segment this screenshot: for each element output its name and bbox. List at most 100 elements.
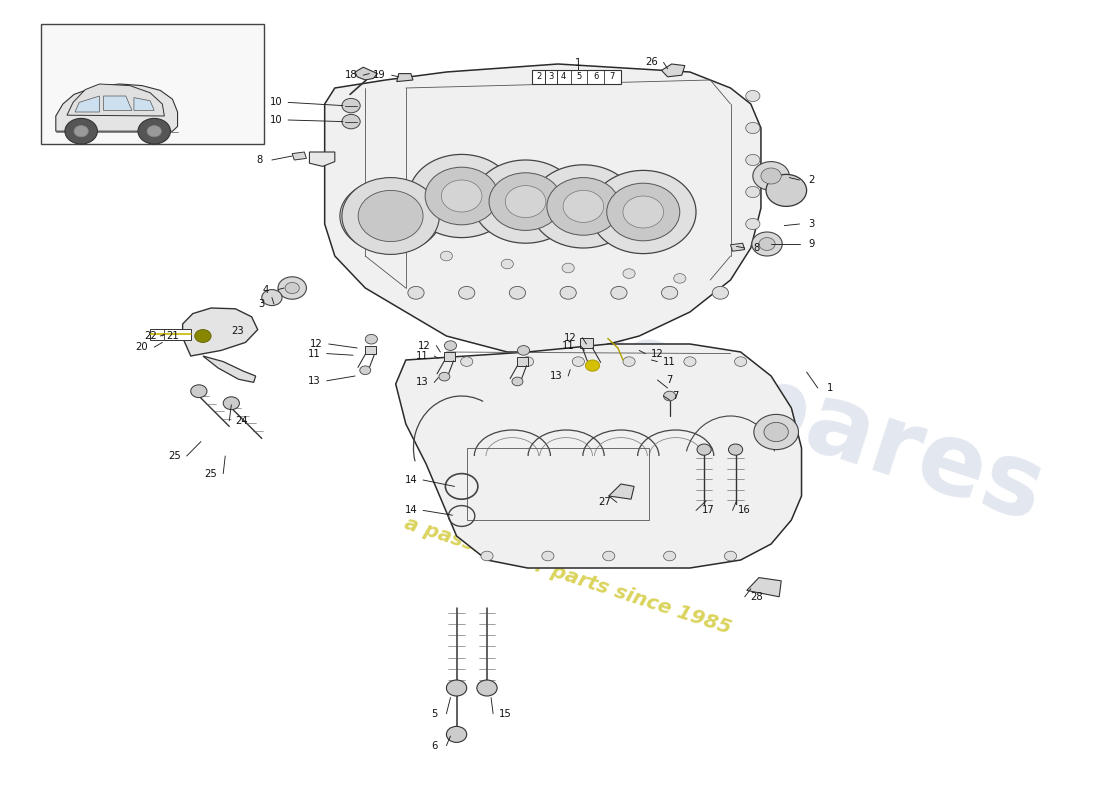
Text: 2: 2 — [808, 175, 815, 185]
Polygon shape — [202, 356, 255, 382]
Circle shape — [547, 178, 620, 235]
Text: 12: 12 — [418, 341, 430, 350]
Text: 11: 11 — [562, 341, 574, 350]
Polygon shape — [730, 243, 745, 251]
Text: 7: 7 — [609, 72, 615, 82]
Polygon shape — [134, 98, 154, 110]
Circle shape — [673, 274, 686, 283]
Text: 23: 23 — [231, 326, 244, 336]
Text: 3: 3 — [258, 299, 265, 309]
Text: 16: 16 — [738, 506, 751, 515]
Circle shape — [481, 551, 493, 561]
Text: 19: 19 — [373, 70, 386, 80]
Text: 24: 24 — [235, 416, 248, 426]
Circle shape — [444, 341, 456, 350]
Ellipse shape — [340, 179, 441, 253]
Circle shape — [712, 286, 728, 299]
Polygon shape — [444, 352, 455, 361]
Circle shape — [591, 170, 696, 254]
Text: 13: 13 — [550, 371, 562, 381]
Circle shape — [530, 165, 636, 248]
Text: 27: 27 — [598, 498, 612, 507]
Text: 17: 17 — [702, 506, 715, 515]
Polygon shape — [517, 357, 528, 366]
Circle shape — [512, 377, 522, 386]
Circle shape — [509, 286, 526, 299]
Text: 26: 26 — [645, 58, 658, 67]
Polygon shape — [56, 84, 177, 131]
Text: 3: 3 — [548, 72, 553, 82]
Circle shape — [195, 330, 211, 342]
Polygon shape — [355, 67, 377, 80]
Circle shape — [663, 391, 675, 401]
Polygon shape — [747, 578, 781, 597]
Polygon shape — [661, 64, 685, 77]
Polygon shape — [183, 308, 257, 356]
Text: 18: 18 — [344, 70, 358, 80]
Circle shape — [563, 190, 604, 222]
Circle shape — [623, 357, 635, 366]
Text: 12: 12 — [310, 339, 323, 349]
Text: a passion for parts since 1985: a passion for parts since 1985 — [403, 514, 734, 638]
Text: 25: 25 — [168, 451, 180, 461]
Circle shape — [408, 286, 425, 299]
Bar — [531, 70, 620, 84]
Circle shape — [440, 251, 452, 261]
Circle shape — [661, 286, 678, 299]
Circle shape — [746, 186, 760, 198]
Circle shape — [65, 118, 98, 144]
Polygon shape — [103, 96, 132, 110]
Bar — [466, 448, 649, 520]
Circle shape — [746, 90, 760, 102]
Text: 28: 28 — [750, 592, 763, 602]
Circle shape — [728, 444, 743, 455]
Polygon shape — [309, 152, 334, 166]
Circle shape — [505, 186, 546, 218]
Circle shape — [342, 178, 439, 254]
Text: 5: 5 — [576, 72, 582, 82]
Text: eurospares: eurospares — [425, 256, 1056, 544]
Circle shape — [359, 190, 424, 242]
Polygon shape — [67, 84, 164, 116]
Text: 14: 14 — [405, 506, 417, 515]
Circle shape — [285, 282, 299, 294]
Circle shape — [585, 360, 600, 371]
Circle shape — [754, 414, 799, 450]
Text: 7: 7 — [667, 375, 673, 385]
Circle shape — [521, 357, 534, 366]
Circle shape — [607, 183, 680, 241]
Polygon shape — [396, 344, 802, 568]
Circle shape — [223, 397, 240, 410]
Text: 10: 10 — [270, 98, 283, 107]
Circle shape — [761, 168, 781, 184]
Text: 4: 4 — [561, 72, 565, 82]
Circle shape — [342, 98, 360, 113]
Circle shape — [759, 238, 775, 250]
Circle shape — [502, 259, 514, 269]
Circle shape — [684, 357, 696, 366]
Text: 10: 10 — [270, 115, 283, 125]
Text: 12: 12 — [651, 349, 663, 358]
Text: 9: 9 — [808, 239, 815, 249]
Circle shape — [447, 726, 466, 742]
Bar — [41, 24, 264, 144]
Circle shape — [663, 551, 675, 561]
Text: 6: 6 — [431, 741, 438, 750]
Circle shape — [725, 551, 737, 561]
Text: 3: 3 — [808, 219, 815, 229]
Bar — [151, 329, 190, 340]
Circle shape — [409, 154, 515, 238]
Circle shape — [560, 286, 576, 299]
Circle shape — [517, 346, 529, 355]
Text: 13: 13 — [416, 378, 428, 387]
Circle shape — [746, 154, 760, 166]
Circle shape — [610, 286, 627, 299]
Circle shape — [262, 290, 282, 306]
Circle shape — [441, 180, 482, 212]
Circle shape — [751, 232, 782, 256]
Circle shape — [764, 422, 789, 442]
Polygon shape — [608, 484, 634, 499]
Polygon shape — [581, 338, 593, 348]
Circle shape — [623, 269, 635, 278]
Circle shape — [572, 357, 584, 366]
